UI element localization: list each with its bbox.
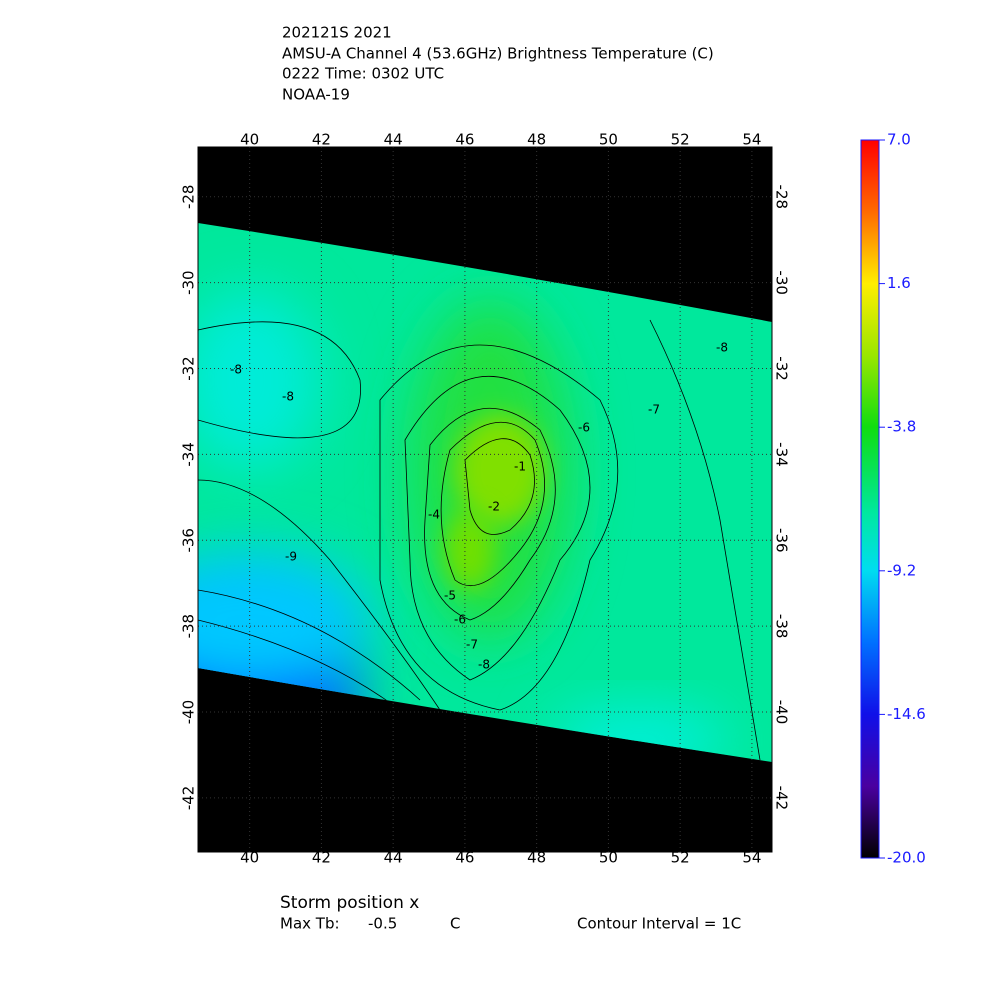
grid: 40 40 42 42 44 44 46 46 48 48 50 50 52 52 54 54 -28 -28 -3… <box>180 131 791 867</box>
lon-tick-label: 48 <box>527 131 546 149</box>
contour-label: -8 <box>716 341 728 355</box>
lat-tick-label: -32 <box>180 356 198 381</box>
lon-tick-label: 52 <box>671 131 690 149</box>
contour-label: -8 <box>478 658 490 672</box>
contour-label: -5 <box>444 589 456 603</box>
lat-tick-label: -32 <box>773 356 791 381</box>
lat-tick-label: -28 <box>180 185 198 210</box>
colorbar-label: -9.2 <box>887 561 916 579</box>
contour-label: -7 <box>466 638 478 652</box>
contour-label: -6 <box>578 421 590 435</box>
lat-tick-label: -36 <box>773 528 791 553</box>
header: 202121S 2021 AMSU-A Channel 4 (53.6GHz) … <box>282 24 714 104</box>
contour-label: -4 <box>428 508 440 522</box>
contour-label: -8 <box>282 390 294 404</box>
lon-tick-label: 40 <box>240 849 259 867</box>
lat-tick-label: -30 <box>180 270 198 295</box>
lon-tick-label: 40 <box>240 131 259 149</box>
colorbar-label: -3.8 <box>887 418 916 436</box>
header-line: AMSU-A Channel 4 (53.6GHz) Brightness Te… <box>282 45 714 63</box>
lon-tick-label: 50 <box>599 849 618 867</box>
lat-tick-label: -28 <box>773 185 791 210</box>
lon-tick-label: 46 <box>455 131 474 149</box>
header-line: 0222 Time: 0302 UTC <box>282 65 444 83</box>
lat-tick-label: -42 <box>773 786 791 811</box>
contour-label: -2 <box>488 500 500 514</box>
header-line: NOAA-19 <box>282 86 350 104</box>
colorbar-label: -14.6 <box>887 705 926 723</box>
lon-tick-label: 44 <box>384 131 403 149</box>
contour-label: -6 <box>454 613 466 627</box>
lon-tick-label: 54 <box>742 131 761 149</box>
lat-tick-label: -36 <box>180 528 198 553</box>
colorbar-label: -20.0 <box>887 849 926 867</box>
lon-tick-label: 48 <box>527 849 546 867</box>
lat-tick-label: -40 <box>773 700 791 725</box>
lon-tick-label: 42 <box>312 131 331 149</box>
lon-tick-label: 50 <box>599 131 618 149</box>
lon-tick-label: 52 <box>671 849 690 867</box>
storm-position: Storm position x <box>280 893 419 913</box>
lat-tick-label: -38 <box>773 614 791 639</box>
lon-tick-label: 44 <box>384 849 403 867</box>
lat-tick-label: -34 <box>773 442 791 467</box>
max-label: Max Tb: <box>280 915 340 933</box>
colorbar-ticks: 7.0 1.6 -3.8 -9.2 -14.6 -20.0 <box>879 131 926 867</box>
max-value: -0.5 <box>368 915 397 933</box>
contour-label: -9 <box>285 550 297 564</box>
max-unit: C <box>450 915 460 933</box>
lat-tick-label: -42 <box>180 786 198 811</box>
contour-label: -7 <box>648 403 660 417</box>
contour-interval: Contour Interval = 1C <box>577 915 741 933</box>
lat-tick-label: -40 <box>180 700 198 725</box>
lat-tick-label: -30 <box>773 270 791 295</box>
lon-tick-label: 42 <box>312 849 331 867</box>
lon-tick-label: 46 <box>455 849 474 867</box>
map-border <box>197 146 773 853</box>
colorbar-label: 1.6 <box>887 274 911 292</box>
colorbar <box>860 139 880 859</box>
lat-tick-label: -38 <box>180 614 198 639</box>
header-line: 202121S 2021 <box>282 24 392 42</box>
contour-label: -8 <box>230 363 242 377</box>
contour-labels: -8 -8 -9 -8 -7 -6 -4 -5 -6 -7 -8 -1 -2 <box>230 341 728 672</box>
footer: Storm position x Max Tb: -0.5 C Contour … <box>280 893 741 933</box>
lat-tick-label: -34 <box>180 442 198 467</box>
colorbar-label: 7.0 <box>887 131 911 149</box>
lon-tick-label: 54 <box>742 849 761 867</box>
contour-label: -1 <box>514 460 526 474</box>
